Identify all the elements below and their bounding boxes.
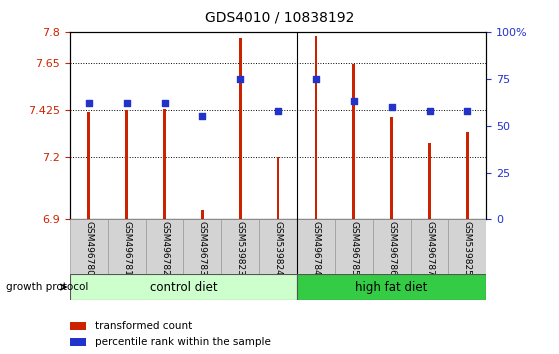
Bar — [70, 219, 108, 274]
Bar — [373, 219, 411, 274]
Bar — [315, 36, 318, 219]
Bar — [70, 274, 297, 300]
Text: GSM496787: GSM496787 — [425, 221, 434, 276]
Point — [349, 98, 358, 104]
Text: GSM496785: GSM496785 — [349, 221, 358, 276]
Point — [198, 113, 207, 119]
Bar — [163, 109, 166, 219]
Point — [463, 108, 472, 114]
Text: GSM496783: GSM496783 — [198, 221, 207, 276]
Text: GSM496781: GSM496781 — [122, 221, 131, 276]
Point — [387, 104, 396, 110]
Text: transformed count: transformed count — [95, 321, 192, 331]
Bar — [70, 322, 86, 330]
Bar — [259, 219, 297, 274]
Point — [311, 76, 320, 82]
Point — [425, 108, 434, 114]
Text: GSM496780: GSM496780 — [84, 221, 93, 276]
Point — [274, 108, 283, 114]
Point — [236, 76, 245, 82]
Bar — [466, 132, 469, 219]
Bar — [125, 110, 128, 219]
Bar — [448, 219, 486, 274]
Bar — [353, 64, 355, 219]
Bar — [201, 210, 203, 219]
Point — [84, 100, 93, 106]
Text: GSM539825: GSM539825 — [463, 221, 472, 276]
Text: growth protocol: growth protocol — [6, 282, 88, 292]
Bar — [390, 117, 393, 219]
Text: GSM539824: GSM539824 — [273, 221, 283, 276]
Bar — [239, 38, 241, 219]
Bar — [87, 112, 90, 219]
Text: percentile rank within the sample: percentile rank within the sample — [95, 337, 271, 347]
Bar — [411, 219, 448, 274]
Bar — [108, 219, 145, 274]
Text: GSM496784: GSM496784 — [311, 221, 320, 276]
Text: control diet: control diet — [150, 281, 217, 293]
Point — [160, 100, 169, 106]
Bar — [145, 219, 183, 274]
Bar — [70, 338, 86, 346]
Text: GDS4010 / 10838192: GDS4010 / 10838192 — [205, 11, 354, 25]
Bar — [335, 219, 373, 274]
Bar — [221, 219, 259, 274]
Bar — [183, 219, 221, 274]
Bar — [297, 219, 335, 274]
Bar — [297, 274, 486, 300]
Text: high fat diet: high fat diet — [356, 281, 428, 293]
Bar — [277, 158, 280, 219]
Text: GSM539823: GSM539823 — [236, 221, 245, 276]
Text: GSM496786: GSM496786 — [387, 221, 396, 276]
Point — [122, 100, 131, 106]
Text: GSM496782: GSM496782 — [160, 221, 169, 276]
Bar — [428, 143, 431, 219]
